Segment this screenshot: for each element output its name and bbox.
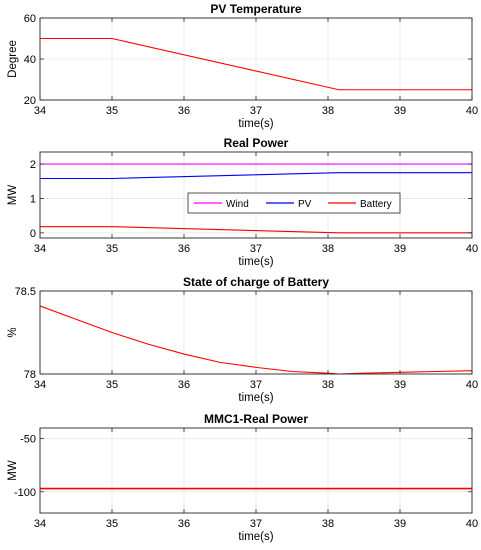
x-tick-label: 40 — [466, 518, 478, 530]
subplot-4: 34 35 36 37 38 39 40 -50 -100 MMC1-Real Power time… — [7, 412, 478, 543]
x-tick-label: 36 — [178, 518, 190, 530]
y-tick-label: -50 — [20, 434, 36, 446]
chart-title: State of charge of Battery — [183, 275, 329, 289]
y-axis-label: MW — [7, 460, 19, 481]
x-tick-label: 34 — [34, 105, 46, 117]
chart-title: PV Temperature — [210, 2, 301, 16]
series-line-1 — [39, 305, 473, 375]
subplot-2: 34 35 36 37 38 39 40 0 1 2 Real Power time(s) MW Wind… — [7, 136, 478, 268]
y-tick-label: 78 — [24, 369, 36, 381]
x-axis-label: time(s) — [238, 118, 273, 130]
y-tick-label: 78.5 — [15, 286, 36, 298]
x-tick-label: 37 — [250, 243, 262, 255]
x-tick-label: 34 — [34, 243, 46, 255]
x-tick-label: 35 — [106, 105, 118, 117]
x-tick-label: 39 — [394, 379, 406, 391]
x-tick-label: 37 — [250, 518, 262, 530]
x-tick-label: 35 — [106, 379, 118, 391]
y-tick-label: 20 — [24, 95, 36, 107]
x-tick-label: 36 — [178, 105, 190, 117]
y-tick-label: 40 — [24, 54, 36, 66]
series-line-battery — [40, 226, 472, 234]
x-tick-label: 38 — [322, 243, 334, 255]
x-tick-label: 39 — [394, 243, 406, 255]
x-axis-label: time(s) — [238, 392, 273, 404]
subplot-1: 34 35 36 37 38 39 40 20 40 60 PV Temperature time(s… — [7, 2, 478, 130]
series-line-1 — [40, 37, 472, 91]
x-tick-label: 36 — [178, 243, 190, 255]
series-line-pv — [40, 172, 472, 180]
x-tick-label: 39 — [394, 518, 406, 530]
y-tick-label: 1 — [30, 193, 36, 205]
y-tick-label: 60 — [24, 13, 36, 25]
y-axis-label: % — [7, 327, 19, 337]
y-axis-label: MW — [7, 185, 19, 206]
legend-label-battery: Battery — [360, 199, 392, 210]
x-tick-label: 36 — [178, 379, 190, 391]
x-tick-label: 38 — [322, 379, 334, 391]
x-tick-label: 37 — [250, 105, 262, 117]
x-tick-label: 35 — [106, 243, 118, 255]
x-tick-label: 35 — [106, 518, 118, 530]
x-tick-label: 40 — [466, 379, 478, 391]
x-axis-label: time(s) — [238, 256, 273, 268]
x-axis-label: time(s) — [238, 531, 273, 543]
x-tick-label: 38 — [322, 105, 334, 117]
y-tick-label: 0 — [30, 228, 36, 240]
x-tick-label: 39 — [394, 105, 406, 117]
subplot-3: 34 35 36 37 38 39 40 78 78.5 State of charge of B… — [7, 275, 478, 404]
legend: Wind PV Battery — [187, 192, 401, 214]
y-tick-label: -100 — [14, 487, 36, 499]
legend-label-pv: PV — [298, 199, 312, 210]
y-axis-label: Degree — [7, 40, 19, 78]
chart-title: Real Power — [224, 136, 289, 150]
legend-label-wind: Wind — [226, 199, 249, 210]
x-tick-label: 40 — [466, 105, 478, 117]
x-tick-label: 34 — [34, 518, 46, 530]
x-tick-label: 37 — [250, 379, 262, 391]
y-tick-label: 2 — [30, 159, 36, 171]
x-tick-label: 38 — [322, 518, 334, 530]
chart-title: MMC1-Real Power — [204, 412, 308, 426]
x-tick-label: 40 — [466, 243, 478, 255]
x-tick-label: 34 — [34, 379, 46, 391]
